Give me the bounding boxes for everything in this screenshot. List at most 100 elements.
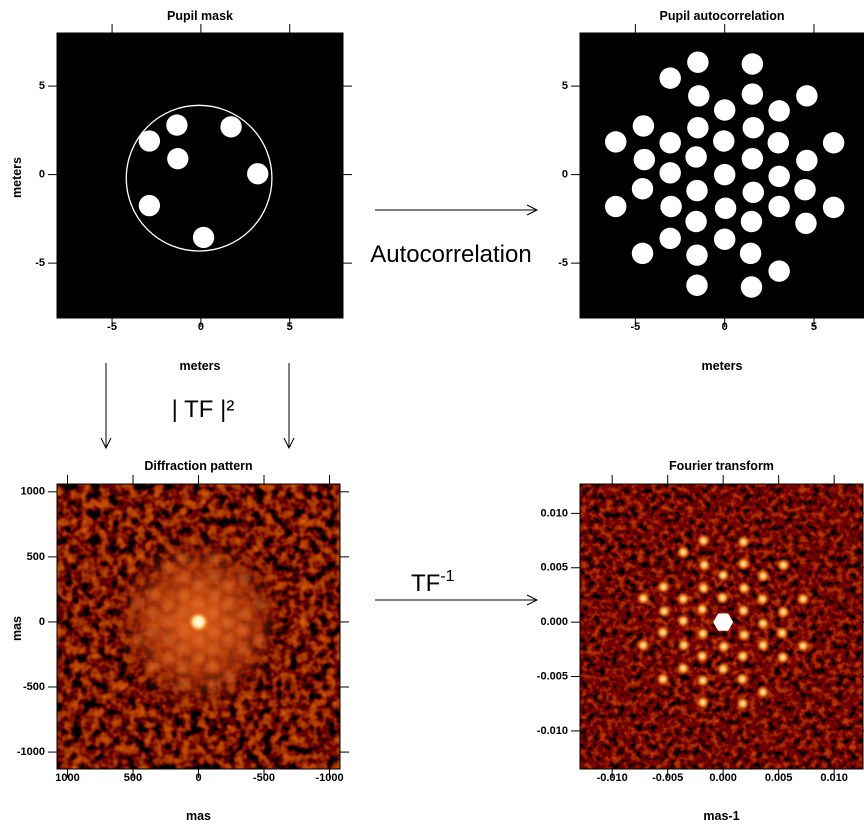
y-tick-label: -1000 xyxy=(17,746,45,758)
speckle xyxy=(208,607,220,619)
baseline-disk xyxy=(685,146,706,167)
baseline-disk xyxy=(715,198,736,219)
speckle xyxy=(208,553,220,565)
speckle xyxy=(223,580,235,592)
baseline-disk xyxy=(686,180,707,201)
frequency-peak xyxy=(637,639,650,652)
baseline-disk xyxy=(714,99,735,120)
speckle xyxy=(193,652,205,664)
plot-area xyxy=(580,484,863,769)
baseline-disk xyxy=(713,130,734,151)
baseline-disk xyxy=(659,228,680,249)
annotation: | TF |² xyxy=(172,396,235,423)
frequency-peak xyxy=(677,662,690,675)
frequency-peak xyxy=(796,592,809,605)
speckle xyxy=(177,661,189,673)
baseline-disk xyxy=(768,260,789,281)
x-tick-label: -500 xyxy=(253,772,275,784)
frequency-peak xyxy=(756,592,769,605)
frequency-peak xyxy=(756,685,769,698)
y-tick-label: 0.010 xyxy=(540,507,568,519)
y-tick-label: -0.010 xyxy=(537,725,568,737)
baseline-disk xyxy=(741,211,762,232)
speckle xyxy=(193,579,205,591)
speckle xyxy=(223,617,235,629)
speckle xyxy=(162,561,174,573)
x-tick-label: -1000 xyxy=(315,772,343,784)
frequency-peak xyxy=(658,605,671,618)
baseline-disk xyxy=(687,51,708,72)
baseline-disk xyxy=(768,132,789,153)
baseline-disk xyxy=(632,243,653,264)
pupil-hole xyxy=(139,195,160,216)
baseline-disk xyxy=(659,162,680,183)
y-tick-label: -0.005 xyxy=(537,670,568,682)
chart-title: Pupil mask xyxy=(167,9,233,23)
frequency-peak xyxy=(777,605,790,618)
x-tick-label: -5 xyxy=(630,321,640,333)
y-tick-label: -5 xyxy=(558,257,568,269)
baseline-disk xyxy=(633,115,654,136)
frequency-peak xyxy=(736,650,749,663)
baseline-disk xyxy=(632,178,653,199)
speckle xyxy=(132,634,144,646)
speckle xyxy=(208,679,220,691)
speckle xyxy=(223,634,235,646)
frequency-peak xyxy=(696,627,709,640)
frequency-peak xyxy=(637,592,650,605)
baseline-disk xyxy=(795,213,816,234)
x-tick-label: 5 xyxy=(287,321,293,333)
frequency-peak xyxy=(776,651,789,664)
baseline-disk xyxy=(742,53,763,74)
pupil-hole xyxy=(167,148,188,169)
y-tick-label: 0.005 xyxy=(540,562,568,574)
speckle xyxy=(192,597,204,609)
pupil-hole xyxy=(220,116,241,137)
figure: Autocorrelation | TF |² TF-1 -505-505Pup… xyxy=(0,0,864,825)
frequency-peak xyxy=(677,546,690,559)
central-peak xyxy=(189,612,209,632)
x-axis-label: meters xyxy=(180,359,221,373)
x-tick-label: 0 xyxy=(198,321,204,333)
chart-title: Pupil autocorrelation xyxy=(659,9,784,23)
baseline-disk xyxy=(794,179,815,200)
speckle xyxy=(162,615,174,627)
x-tick-label: 0 xyxy=(195,772,201,784)
frequency-peak xyxy=(717,640,730,653)
pupil-hole xyxy=(247,163,268,184)
frequency-peak xyxy=(696,603,709,616)
pupil-hole xyxy=(139,130,160,151)
speckle xyxy=(223,598,235,610)
x-axis-label: meters xyxy=(702,359,743,373)
x-tick-label: 0.010 xyxy=(820,772,848,784)
frequency-peak xyxy=(696,696,709,709)
speckle xyxy=(239,608,251,620)
baseline-disk xyxy=(659,132,680,153)
speckle xyxy=(238,624,250,636)
x-tick-label: 0.005 xyxy=(765,772,793,784)
y-tick-label: 1000 xyxy=(21,486,45,498)
baseline-disk xyxy=(741,276,762,297)
speckle xyxy=(254,598,266,610)
speckle xyxy=(177,625,189,637)
frequency-peak xyxy=(696,674,709,687)
baseline-disk xyxy=(743,117,764,138)
y-axis-label: mas xyxy=(10,616,24,641)
speckle xyxy=(162,598,174,610)
plot-area xyxy=(57,33,343,318)
annotation-text: TF xyxy=(411,570,440,597)
speckle xyxy=(177,678,189,690)
frequency-peak xyxy=(796,639,809,652)
speckle xyxy=(193,635,205,647)
baseline-disk xyxy=(685,211,706,232)
baseline-disk xyxy=(768,100,789,121)
speckle xyxy=(209,626,221,638)
y-tick-label: 500 xyxy=(27,551,45,563)
baseline-disk xyxy=(796,150,817,171)
speckle xyxy=(208,570,220,582)
frequency-peak xyxy=(737,628,750,641)
speckle xyxy=(132,597,144,609)
y-tick-label: 5 xyxy=(39,80,45,92)
frequency-peak xyxy=(656,626,669,639)
